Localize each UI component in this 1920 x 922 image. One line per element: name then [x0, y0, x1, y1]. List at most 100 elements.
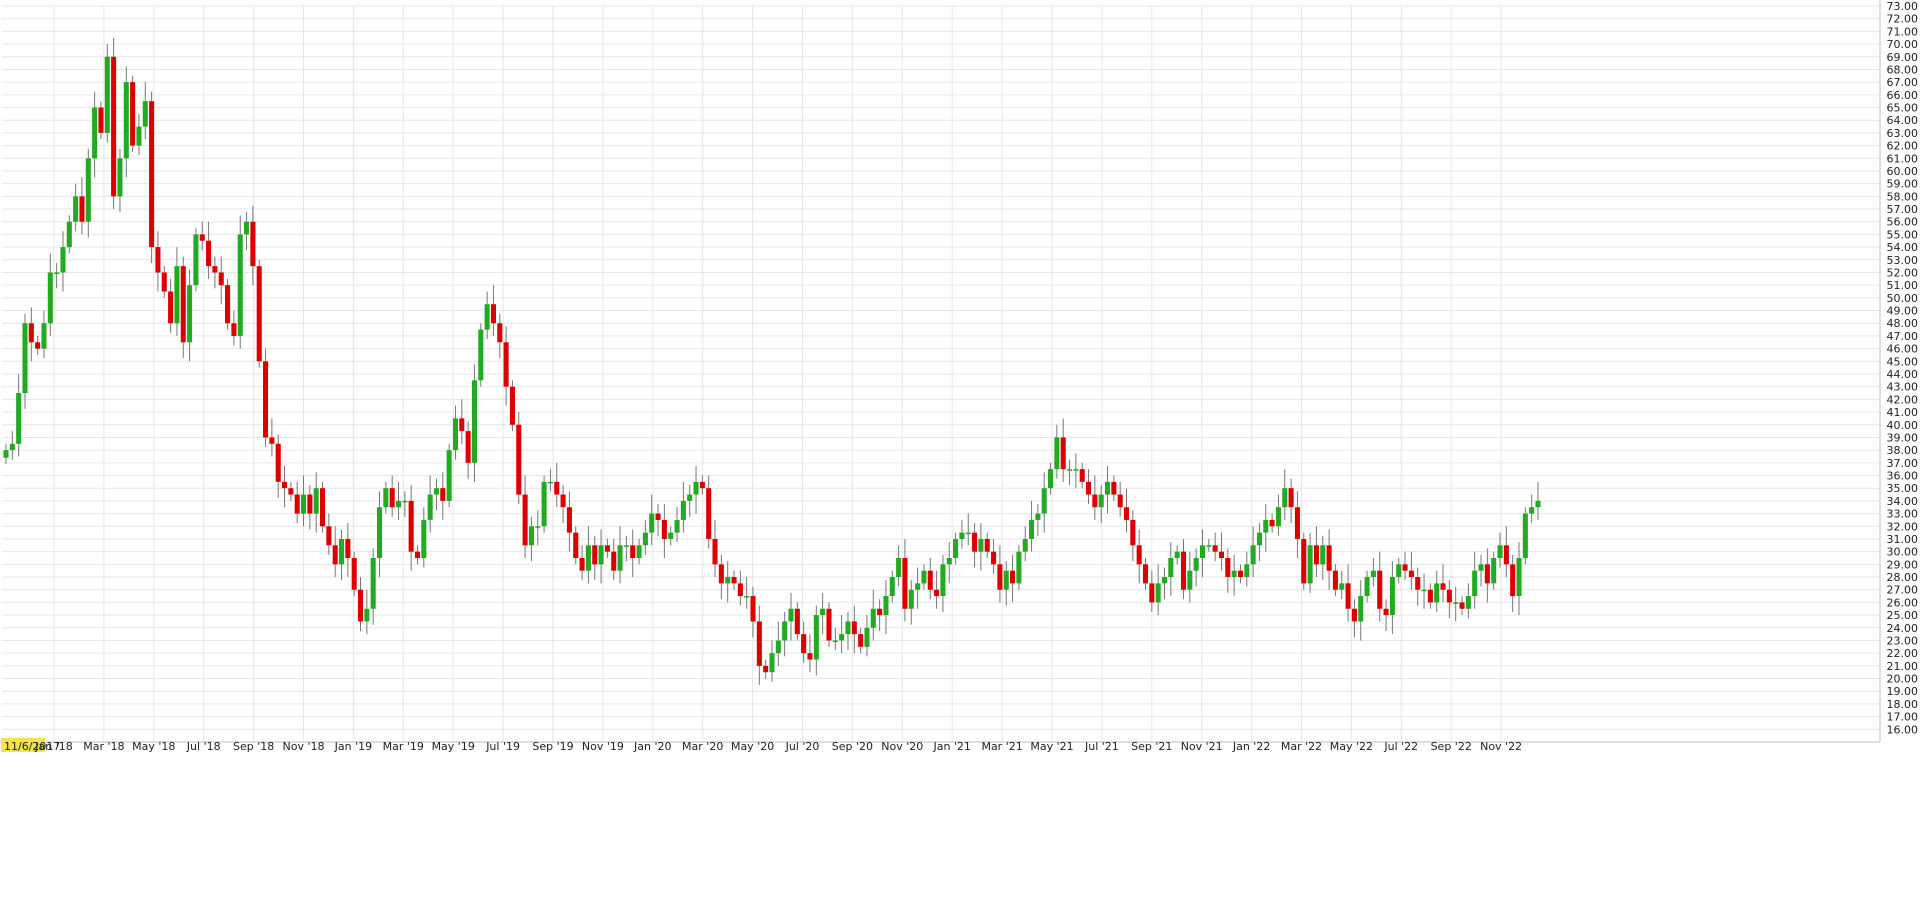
candle-down — [706, 488, 712, 539]
y-tick-label: 28.00 — [1887, 571, 1919, 584]
candle-down — [699, 481, 705, 489]
x-tick-label: May '20 — [731, 740, 774, 753]
candle-down — [1351, 608, 1357, 622]
candle-up — [22, 323, 28, 394]
candle-up — [421, 519, 427, 558]
candle-up — [1535, 500, 1541, 508]
candle-down — [560, 494, 566, 508]
x-tick-label: Jul '21 — [1084, 740, 1119, 753]
x-tick-label: May '18 — [132, 740, 175, 753]
candle-down — [28, 323, 34, 343]
y-tick-label: 29.00 — [1887, 558, 1919, 571]
candle-down — [269, 437, 275, 444]
candle-up — [636, 545, 642, 558]
candle-up — [1491, 558, 1497, 584]
candle-down — [307, 494, 313, 514]
candle-down — [604, 545, 610, 552]
candle-down — [1269, 519, 1275, 527]
y-tick-label: 62.00 — [1887, 140, 1919, 153]
x-tick-label: Jan '18 — [34, 740, 72, 753]
candle-down — [1332, 570, 1338, 590]
y-tick-label: 63.00 — [1887, 127, 1919, 140]
candle-down — [1377, 570, 1383, 609]
candle-up — [1041, 488, 1047, 514]
y-tick-label: 43.00 — [1887, 381, 1919, 394]
candle-down — [1402, 564, 1408, 571]
candle-up — [744, 596, 750, 598]
y-tick-label: 34.00 — [1887, 495, 1919, 508]
y-tick-label: 72.00 — [1887, 13, 1919, 26]
candle-up — [813, 615, 819, 660]
candle-layer — [3, 37, 1541, 685]
candle-up — [383, 488, 389, 508]
y-tick-label: 24.00 — [1887, 622, 1919, 635]
candle-down — [1079, 469, 1085, 482]
candle-up — [478, 329, 484, 381]
candle-down — [851, 621, 857, 635]
candle-down — [351, 558, 357, 590]
candle-down — [231, 323, 237, 336]
candle-up — [136, 126, 142, 146]
y-tick-label: 68.00 — [1887, 63, 1919, 76]
candle-up — [585, 545, 591, 571]
candle-down — [1111, 481, 1117, 495]
candle-up — [92, 107, 98, 159]
candle-up — [959, 532, 965, 539]
y-tick-label: 22.00 — [1887, 647, 1919, 660]
candle-up — [41, 323, 47, 349]
x-tick-label: Mar '18 — [83, 740, 124, 753]
candle-down — [98, 107, 104, 133]
candle-down — [155, 247, 161, 273]
candle-up — [1497, 545, 1503, 558]
candle-down — [1294, 507, 1300, 539]
x-tick-label: Sep '18 — [233, 740, 274, 753]
candle-up — [1522, 513, 1528, 558]
candle-up — [1453, 602, 1459, 604]
y-tick-label: 60.00 — [1887, 165, 1919, 178]
y-tick-label: 57.00 — [1887, 203, 1919, 216]
candle-down — [326, 526, 332, 546]
x-tick-label: Sep '19 — [532, 740, 573, 753]
candle-up — [547, 481, 553, 484]
candle-up — [1396, 564, 1402, 578]
candle-up — [376, 507, 383, 558]
candle-up — [370, 558, 376, 609]
candle-up — [1263, 519, 1269, 533]
candle-down — [1383, 608, 1389, 616]
y-tick-label: 73.00 — [1887, 0, 1919, 13]
candle-up — [452, 418, 459, 451]
candle-up — [1098, 494, 1104, 508]
candle-down — [1149, 583, 1155, 603]
candle-up — [535, 526, 541, 528]
candle-up — [889, 577, 895, 597]
candle-down — [288, 488, 294, 495]
candle-down — [199, 234, 205, 241]
candle-down — [180, 266, 186, 343]
x-tick-label: Mar '22 — [1281, 740, 1322, 753]
candle-up — [85, 158, 91, 222]
candle-up — [769, 653, 775, 673]
candle-up — [965, 532, 971, 535]
candle-down — [503, 342, 509, 387]
candle-up — [1516, 558, 1522, 597]
candle-up — [16, 393, 22, 444]
candle-down — [516, 424, 522, 495]
candle-down — [1288, 488, 1294, 508]
candle-down — [1130, 519, 1136, 546]
candle-down — [1212, 545, 1218, 552]
candle-down — [1180, 551, 1187, 590]
y-tick-label: 40.00 — [1887, 419, 1919, 432]
candle-down — [877, 608, 883, 616]
candle-down — [1408, 570, 1414, 578]
candle-up — [1187, 570, 1193, 590]
candle-up — [142, 101, 148, 127]
candle-down — [1060, 437, 1066, 470]
x-tick-label: Jul '19 — [485, 740, 520, 753]
candle-down — [718, 564, 724, 584]
candle-up — [832, 640, 838, 642]
candle-down — [1345, 583, 1351, 609]
candle-down — [566, 507, 572, 533]
candle-up — [1199, 545, 1206, 558]
candle-up — [820, 608, 826, 616]
